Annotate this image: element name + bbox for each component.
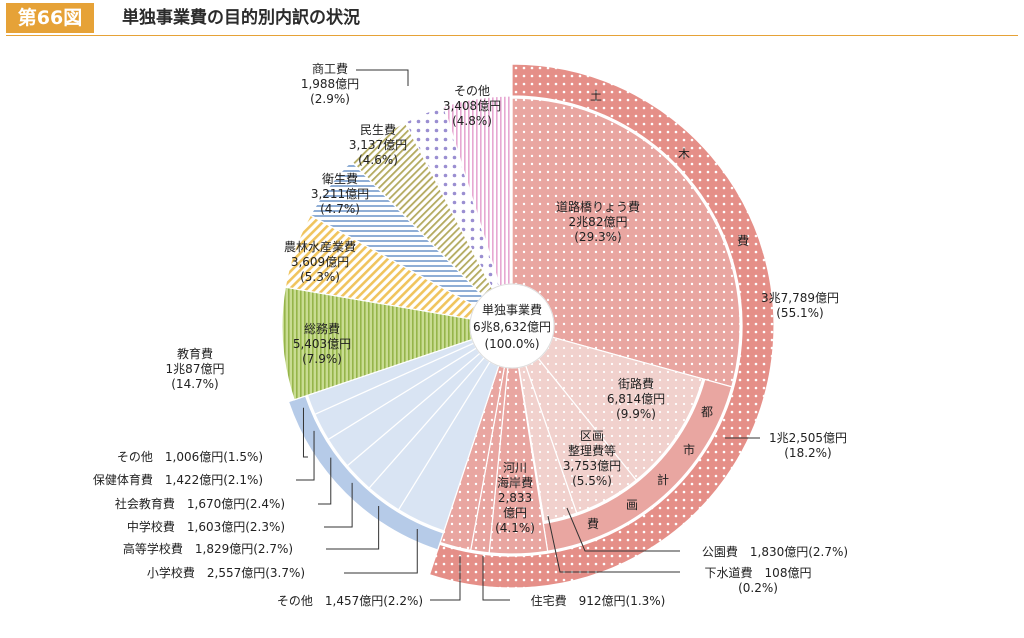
kyoiku-sub-label-4: 保健体育費 1,422億円(2.1%) — [93, 472, 263, 487]
somu-label: 総務費 5,403億円(7.9%) — [293, 321, 351, 366]
figure-title: 単独事業費の目的別内訳の状況 — [122, 8, 360, 28]
kyoiku-sub-leader-3 — [318, 457, 332, 505]
kyoiku-sub-label-1: 高等学校費 1,829億円(2.7%) — [123, 541, 293, 556]
kyoiku-sub-leader-1 — [326, 505, 380, 550]
doboku-label: 3兆7,789億円(55.1%) — [761, 291, 839, 320]
kukaku-label: 区画整理費等 3,753億円(5.5%) — [563, 429, 621, 488]
toshi-ring-char-0: 都 — [701, 405, 713, 419]
gesuido-label: 下水道費 108億円(0.2%) — [705, 565, 812, 595]
doboku-ring-char-2: 費 — [737, 233, 749, 248]
koen-leader — [566, 507, 680, 552]
kasen-label: 河川海岸費 2,833 億円(4.1%) — [495, 461, 535, 535]
kyoiku-sub-leader-0 — [344, 528, 418, 574]
sonota-label: その他 3,408億円(4.8%) — [443, 84, 501, 128]
doboku-other-leader — [430, 556, 461, 601]
road-bridge-label: 道路橋りょう費 2兆82億円(29.3%) — [556, 199, 640, 244]
gesuido-leader — [547, 515, 680, 573]
figure-number-badge: 第66図 — [6, 3, 94, 33]
toshi-label: 1兆2,505億円(18.2%) — [769, 431, 847, 460]
kyoiku-label: 教育費 1兆87億円(14.7%) — [166, 346, 225, 391]
kyoiku-sub-label-3: 社会教育費 1,670億円(2.4%) — [115, 496, 285, 511]
jutaku-label: 住宅費 912億円(1.3%) — [531, 593, 666, 608]
kyoiku-sub-leader-5 — [302, 407, 308, 458]
minsei-label: 民生費 3,137億円(4.6%) — [349, 122, 407, 167]
doboku-other-label: その他 1,457億円(2.2%) — [277, 594, 423, 608]
toshi-ring-char-3: 画 — [626, 498, 638, 512]
center-circle — [469, 283, 555, 369]
shoko-leader — [356, 69, 409, 86]
jutaku-leader — [482, 556, 510, 601]
doboku-ring-char-0: 土 — [590, 89, 602, 103]
norin-label: 農林水産業費 3,609億円(5.3%) — [284, 239, 356, 284]
total-label: 単独事業費 6兆8,632億円(100.0%) — [473, 302, 551, 351]
shoko-label: 商工費 1,988億円(2.9%) — [301, 61, 359, 106]
doboku-outer-ring — [428, 63, 775, 589]
kyoiku-sub-leader-4 — [296, 430, 315, 481]
kyoiku-sub-leader-2 — [324, 482, 353, 528]
eisei-label: 衛生費 3,211億円(4.7%) — [311, 171, 369, 216]
toshi-ring-char-1: 市 — [683, 442, 695, 457]
koen-label: 公園費 1,830億円(2.7%) — [702, 544, 848, 559]
figure-header: 第66図 単独事業費の目的別内訳の状況 — [0, 0, 1024, 36]
gairo-label: 街路費 6,814億円(9.9%) — [607, 376, 665, 421]
toshi-ring-char-4: 費 — [587, 516, 599, 531]
header-divider — [6, 35, 1018, 36]
kyoiku-sub-label-2: 中学校費 1,603億円(2.3%) — [127, 519, 285, 534]
kyoiku-sub-label-0: 小学校費 2,557億円(3.7%) — [147, 565, 305, 580]
kyoiku-sub-label-5: その他 1,006億円(1.5%) — [117, 450, 263, 464]
doboku-ring-char-1: 木 — [678, 147, 690, 161]
toshi-ring-char-2: 計 — [657, 472, 669, 487]
